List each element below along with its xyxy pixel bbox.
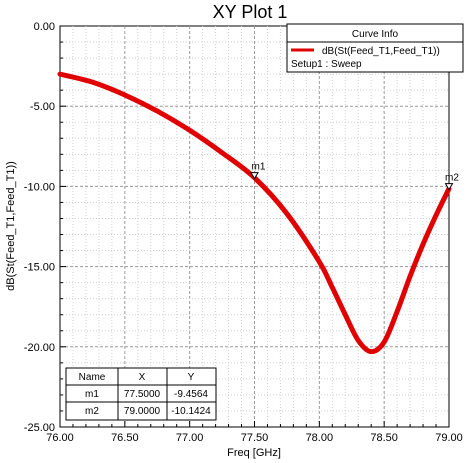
x-tick-label: 76.50 <box>111 432 139 444</box>
table-cell: -9.4564 <box>174 389 208 400</box>
x-tick-label: 78.50 <box>370 432 398 444</box>
legend-setup: Setup1 : Sweep <box>291 59 362 70</box>
series-group <box>57 71 452 355</box>
tick-labels: 76.00 76.50 77.00 77.50 78.00 78.50 79.00 0.00 -… <box>24 21 463 444</box>
legend-box <box>286 23 464 73</box>
chart-title: XY Plot 1 <box>213 2 288 22</box>
marker-table: Name X Y m1 77.5000 -9.4564 m2 79.0000 -… <box>65 367 217 421</box>
table-cell: m2 <box>85 406 99 417</box>
marker-label: m2 <box>445 173 459 184</box>
series-line <box>57 71 452 355</box>
legend[interactable]: Curve Info dB(St(Feed_T1,Feed_T1)) Setup… <box>286 23 464 73</box>
y-tick-label: -5.00 <box>30 101 55 113</box>
y-tick-label: -20.00 <box>24 342 55 354</box>
table-cell: -10.1424 <box>171 406 211 417</box>
table-header-y: Y <box>188 372 195 383</box>
table-header-name: Name <box>79 372 106 383</box>
x-tick-label: 79.00 <box>435 432 463 444</box>
marker-label: m1 <box>252 162 266 173</box>
x-tick-label: 76.00 <box>46 432 74 444</box>
y-tick-label: 0.00 <box>34 21 55 33</box>
marker-triangle <box>444 183 454 191</box>
y-tick-label: -25.00 <box>24 422 55 434</box>
x-tick-label: 77.50 <box>241 432 269 444</box>
marker-table-frame <box>65 367 217 421</box>
x-axis-title: Freq [GHz] <box>227 447 281 459</box>
table-header-x: X <box>139 372 146 383</box>
x-tick-label: 78.00 <box>306 432 334 444</box>
table-cell: 77.5000 <box>124 389 161 400</box>
table-cell: m1 <box>85 389 99 400</box>
x-tick-label: 77.00 <box>176 432 204 444</box>
markers-group: m1 m2 <box>250 162 459 191</box>
table-cell: 79.0000 <box>124 406 161 417</box>
y-axis-title: dB(St(Feed_T1,Feed_T1)) <box>5 161 17 291</box>
legend-header: Curve Info <box>352 29 399 40</box>
legend-entry: dB(St(Feed_T1,Feed_T1)) <box>322 46 440 57</box>
y-tick-label: -10.00 <box>24 181 55 193</box>
marker-triangle <box>250 172 259 180</box>
y-tick-label: -15.00 <box>24 262 55 274</box>
